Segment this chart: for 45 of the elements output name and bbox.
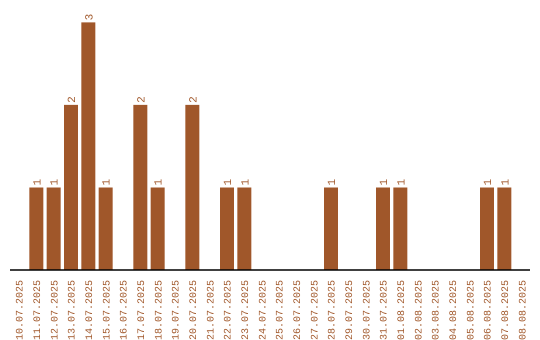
x-tick-label: 16.07.2025 [120,280,131,340]
x-tick-label: 27.07.2025 [310,280,322,340]
x-tick-label: 14.07.2025 [85,280,96,340]
x-tick-label: 15.07.2025 [102,280,114,340]
data-label: 1 [240,178,252,186]
x-tick-label: 25.07.2025 [276,280,287,340]
x-tick-label: 03.08.2025 [432,280,443,340]
data-label: 1 [396,178,408,186]
x-tick-label: 10.07.2025 [16,280,27,340]
data-label: 2 [188,96,200,103]
data-label: 1 [102,178,114,186]
x-tick-label: 28.07.2025 [328,280,339,340]
x-tick-label: 18.07.2025 [154,280,166,340]
x-tick-label: 12.07.2025 [50,280,62,340]
x-tick-label: 23.07.2025 [241,280,252,340]
x-tick-label: 21.07.2025 [206,280,218,340]
data-label: 2 [136,96,148,103]
data-label: 2 [67,96,79,103]
x-tick-label: 05.08.2025 [466,280,478,340]
x-tick-label: 02.08.2025 [414,280,426,340]
x-tick-label: 11.07.2025 [33,280,44,340]
x-tick-label: 01.08.2025 [397,280,408,340]
x-tick-label: 20.07.2025 [189,280,200,340]
x-tick-label: 30.07.2025 [362,280,374,340]
x-tick-label: 13.07.2025 [68,280,79,340]
x-tick-label: 22.07.2025 [224,280,235,340]
x-tick-label: 19.07.2025 [172,280,183,340]
data-label: 1 [32,178,44,186]
x-tick-label: 07.08.2025 [501,280,512,340]
x-tick-label: 26.07.2025 [293,280,304,340]
data-label: 1 [379,178,391,186]
x-tick-label: 29.07.2025 [345,280,356,340]
data-label: 1 [327,178,339,186]
data-label: 1 [50,178,62,186]
data-label: 1 [483,178,495,186]
data-label: 1 [223,178,235,186]
x-tick-label: 06.08.2025 [484,280,495,340]
x-tick-label: 31.07.2025 [380,280,391,340]
x-tick-label: 17.07.2025 [137,280,148,340]
data-label: 3 [84,14,96,20]
x-tick-label: 24.07.2025 [258,280,270,340]
data-label: 1 [500,178,512,186]
x-tick-label: 08.08.2025 [518,280,530,340]
x-tick-label: 04.08.2025 [449,280,460,340]
data-label: 1 [154,178,166,186]
